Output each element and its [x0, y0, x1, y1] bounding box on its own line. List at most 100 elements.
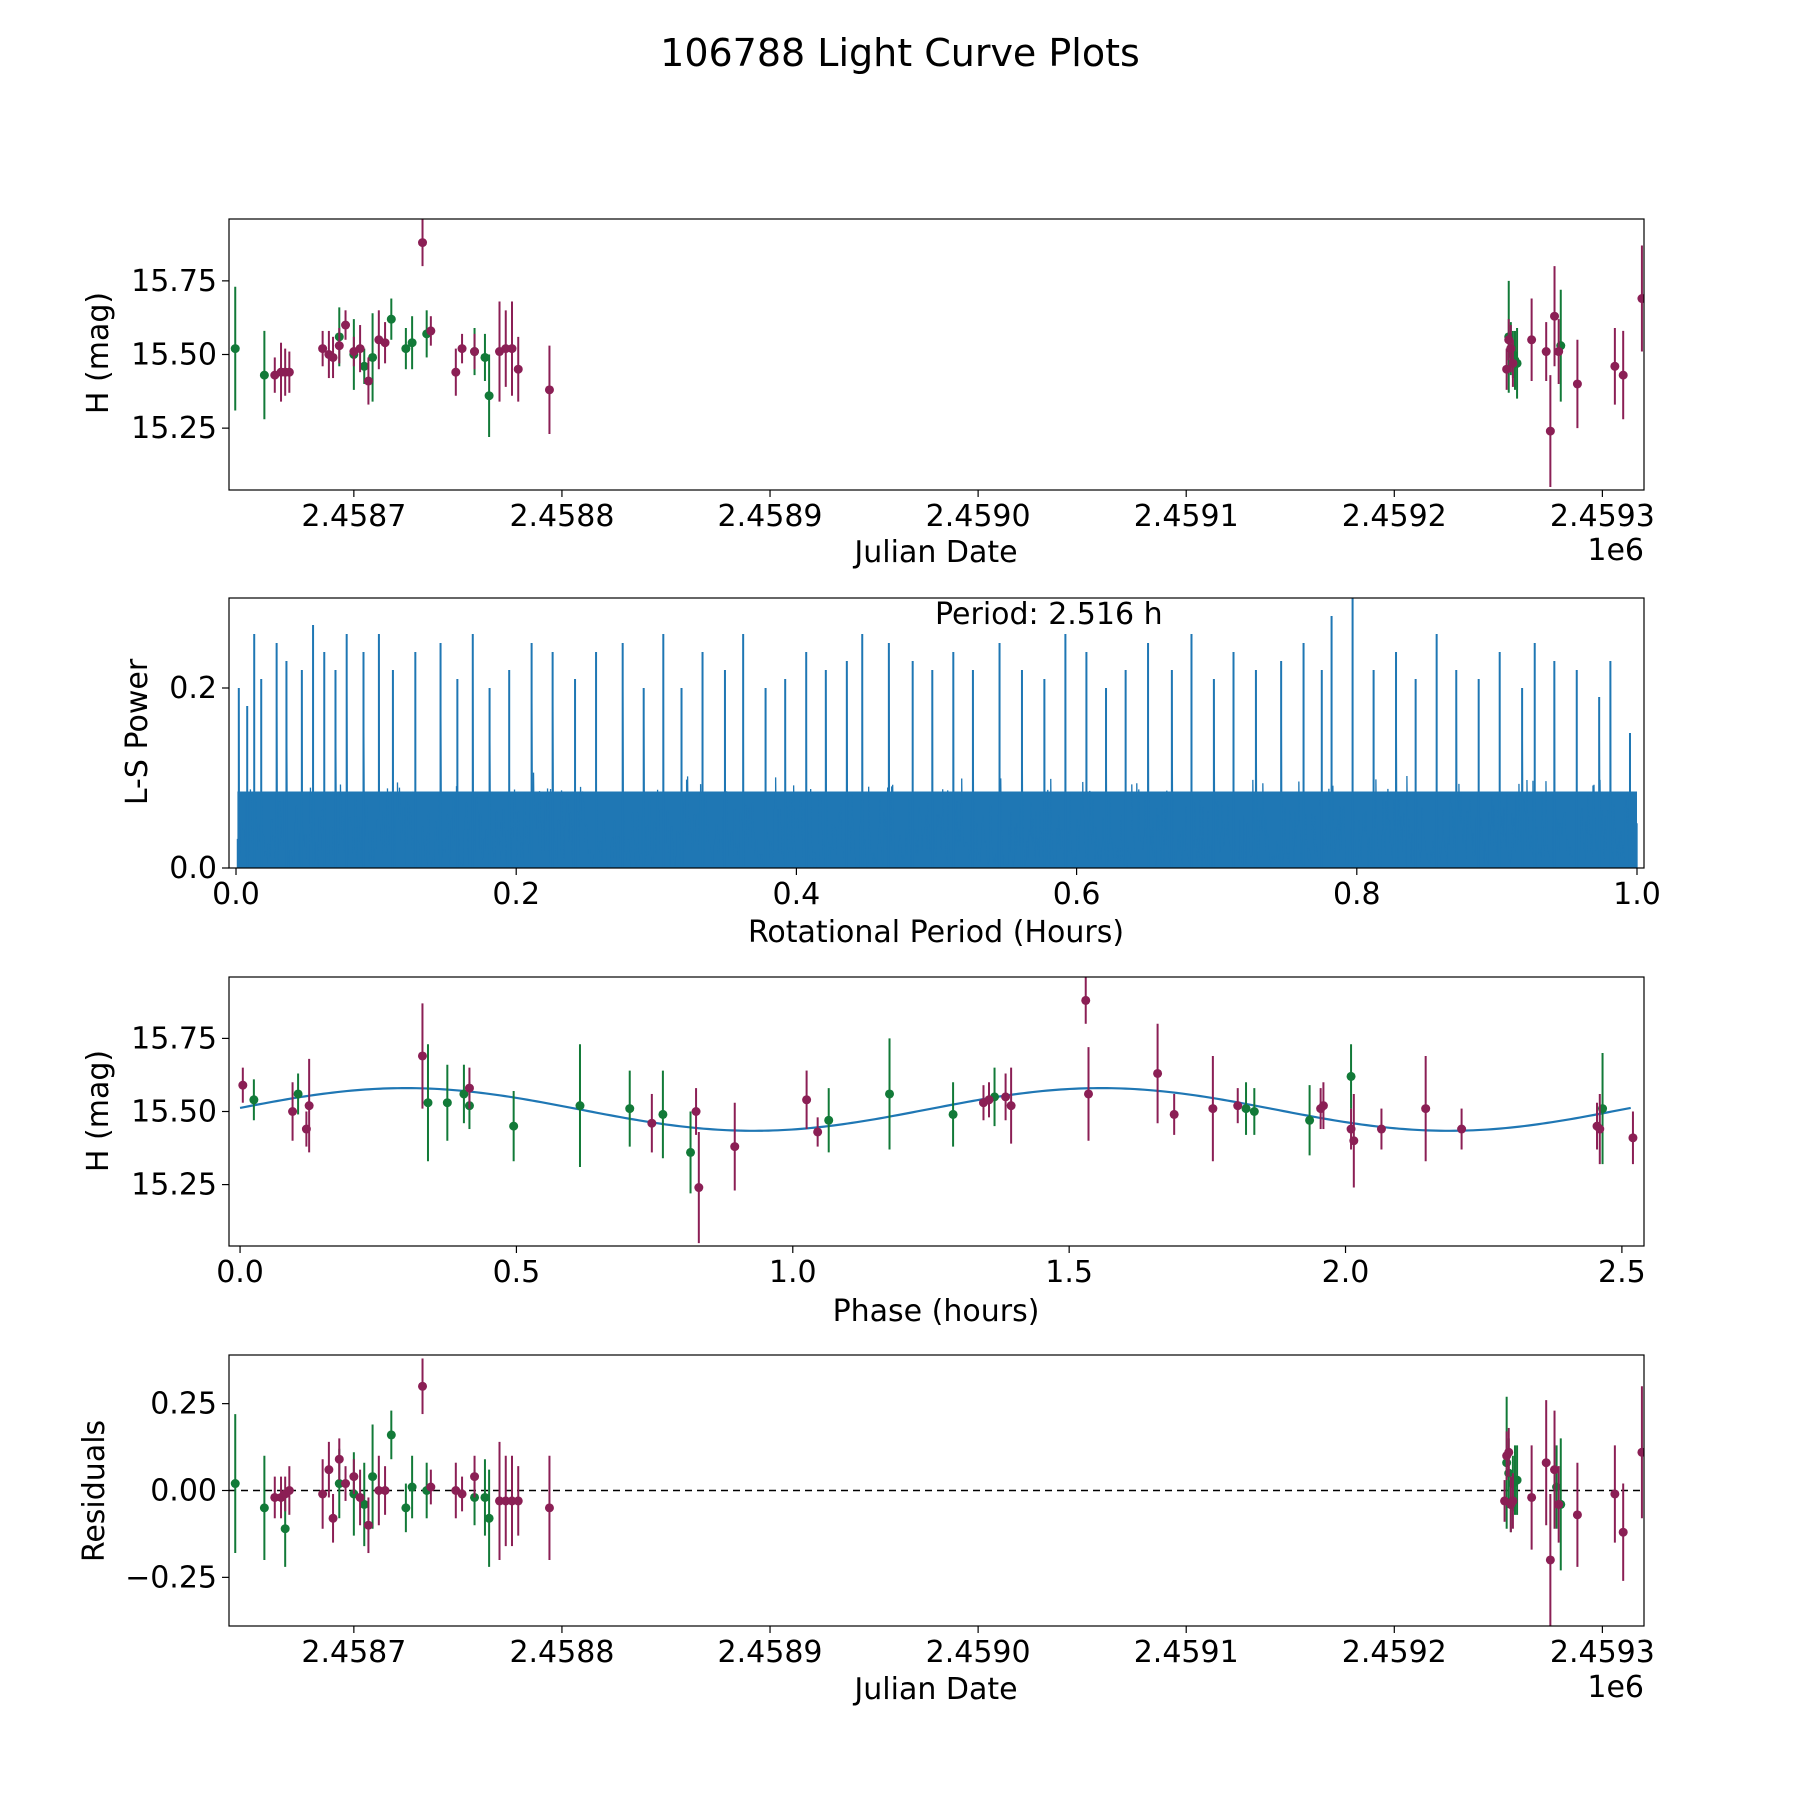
data-point — [1233, 1101, 1243, 1111]
x-tick-label: 0.5 — [493, 1255, 541, 1290]
data-point — [1618, 370, 1628, 380]
x-tick-label: 2.4587 — [301, 1635, 406, 1670]
y-tick-label: 15.50 — [131, 338, 217, 373]
x-tick-label: 1.0 — [769, 1255, 817, 1290]
data-point — [1628, 1133, 1638, 1143]
periodogram-line — [236, 598, 1638, 868]
data-point — [341, 1479, 351, 1489]
data-point — [513, 364, 523, 374]
data-point — [401, 1503, 411, 1513]
data-point — [1457, 1124, 1467, 1134]
data-point — [359, 1499, 369, 1509]
data-point — [691, 1107, 701, 1116]
phased-y-label: H (mag) — [81, 1050, 116, 1172]
phased-axes-frame — [228, 976, 1645, 1247]
data-point — [349, 1472, 359, 1482]
data-point — [426, 1482, 436, 1492]
data-point — [480, 1492, 490, 1502]
data-point — [1554, 347, 1564, 357]
data-point — [284, 1486, 294, 1495]
data-point — [647, 1118, 657, 1128]
residuals-points — [230, 1358, 1644, 1626]
y-tick-label: 0.25 — [150, 1387, 217, 1422]
data-point — [507, 1496, 517, 1506]
periodogram-y-label: L-S Power — [120, 658, 155, 805]
residuals-panel: Residuals Julian Date 1e6 2.4587 2.4588 2.… — [77, 1354, 1655, 1707]
data-point — [293, 1089, 303, 1099]
data-point — [442, 1098, 452, 1108]
x-tick-label: 2.4593 — [1550, 499, 1655, 534]
data-point — [1504, 335, 1514, 345]
x-tick-label: 0.0 — [216, 1255, 264, 1290]
data-point — [368, 1472, 378, 1482]
y-tick-label: −0.25 — [125, 1560, 217, 1595]
light-curve-x-label: Julian Date — [852, 535, 1017, 570]
data-point — [334, 1479, 344, 1489]
data-point — [694, 1183, 704, 1193]
data-point — [1001, 1092, 1011, 1102]
x-tick-label: 2.4591 — [1134, 1635, 1239, 1670]
x-tick-label: 0.8 — [1333, 877, 1381, 912]
periodogram-axes-frame — [228, 597, 1645, 869]
y-tick-label: 15.25 — [131, 1168, 217, 1203]
data-point — [1169, 1109, 1179, 1119]
data-point — [470, 1472, 480, 1482]
residuals-offset-label: 1e6 — [1587, 1670, 1644, 1705]
data-point — [259, 370, 269, 380]
phased-points — [238, 977, 1638, 1244]
x-tick-label: 2.4590 — [926, 1635, 1031, 1670]
data-point — [686, 1147, 696, 1157]
data-point — [824, 1115, 834, 1125]
data-point — [1504, 1447, 1514, 1457]
phased-x-label: Phase (hours) — [833, 1294, 1040, 1329]
data-point — [386, 314, 396, 324]
data-point — [341, 320, 351, 330]
data-point — [1572, 1510, 1582, 1520]
data-point — [355, 344, 365, 354]
data-point — [324, 1465, 334, 1475]
data-point — [625, 1104, 635, 1114]
data-point — [380, 1486, 390, 1495]
y-tick-label: 0.00 — [150, 1474, 217, 1509]
data-point — [1502, 364, 1512, 374]
data-point — [1541, 347, 1551, 357]
data-point — [418, 1381, 428, 1391]
data-point — [1346, 1071, 1356, 1081]
data-point — [359, 361, 369, 371]
x-tick-label: 0.6 — [1053, 877, 1101, 912]
data-point — [948, 1109, 958, 1119]
y-tick-label: 15.75 — [131, 264, 217, 299]
data-point — [1637, 1447, 1644, 1457]
data-point — [368, 352, 378, 362]
data-point — [575, 1101, 585, 1111]
data-point — [417, 1051, 427, 1061]
data-point — [501, 1496, 511, 1506]
data-point — [813, 1127, 823, 1137]
data-point — [259, 1503, 269, 1513]
data-point — [238, 1080, 248, 1090]
data-point — [459, 1089, 469, 1099]
data-point — [1208, 1104, 1218, 1114]
data-point — [513, 1496, 523, 1506]
period-annotation: Period: 2.516 h — [935, 597, 1163, 632]
data-point — [1349, 1136, 1359, 1146]
data-point — [418, 238, 428, 248]
data-point — [1618, 1527, 1628, 1537]
x-tick-label: 2.0 — [1322, 1255, 1370, 1290]
data-point — [318, 344, 328, 354]
data-point — [451, 367, 461, 377]
data-point — [1572, 379, 1582, 389]
data-point — [1541, 1458, 1551, 1468]
data-point — [1545, 1555, 1555, 1565]
data-point — [457, 1489, 467, 1499]
data-point — [1550, 311, 1560, 321]
data-point — [249, 1095, 259, 1105]
data-point — [1552, 1482, 1562, 1492]
y-tick-label: 0.2 — [169, 671, 217, 706]
residuals-x-label: Julian Date — [852, 1672, 1017, 1707]
data-point — [1512, 1475, 1522, 1485]
data-point — [401, 344, 411, 354]
x-tick-label: 0.4 — [773, 877, 821, 912]
x-tick-label: 2.4588 — [509, 499, 614, 534]
x-tick-label: 0.2 — [492, 877, 540, 912]
